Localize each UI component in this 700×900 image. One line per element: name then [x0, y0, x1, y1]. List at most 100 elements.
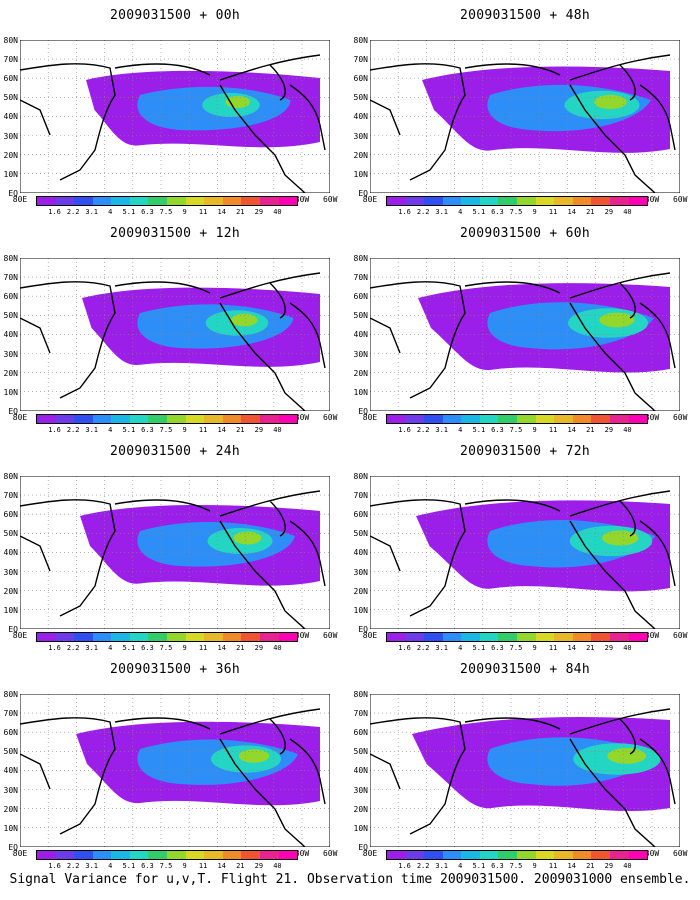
colorbar-label: 21	[586, 862, 595, 870]
latitude-label: 80N	[3, 472, 18, 481]
colorbar-swatch	[479, 851, 499, 859]
colorbar-swatch	[591, 197, 610, 205]
colorbar-label: 7.5	[159, 862, 173, 870]
colorbar	[386, 632, 648, 642]
colorbar-label: 9	[182, 426, 187, 434]
panel-title: 2009031500 + 60h	[459, 226, 591, 241]
colorbar-label: 1.6	[48, 426, 61, 434]
colorbar-swatch	[167, 851, 186, 859]
colorbar-label: 6.3	[491, 862, 504, 870]
longitude-label: 60W	[322, 631, 338, 640]
colorbar-label: 6.3	[491, 426, 504, 434]
colorbar-swatch	[535, 197, 555, 205]
coastline	[369, 708, 676, 848]
longitude-label: 60W	[322, 195, 338, 204]
colorbar-swatch	[74, 415, 93, 423]
colorbar	[36, 196, 298, 206]
variance-map: 80N 70N 60N 50N 40N 30N 20N 10N EQ	[4, 36, 331, 198]
colorbar-label: 5.1	[122, 862, 136, 870]
colorbar-label: 2.2	[416, 208, 430, 216]
colorbar-label: 40	[273, 208, 282, 216]
colorbar-swatch	[204, 415, 223, 423]
colorbar-label: 9	[182, 208, 187, 216]
latitude-label: EQ	[358, 842, 368, 852]
colorbar-label: 2.2	[416, 426, 430, 434]
colorbar-label: 1.6	[398, 208, 411, 216]
colorbar-swatch	[129, 415, 149, 423]
colorbar-swatch	[37, 197, 56, 205]
latitude-label: 50N	[353, 529, 368, 539]
colorbar-swatch	[241, 851, 260, 859]
longitude-label: 80E	[12, 631, 28, 640]
colorbar-swatch	[148, 197, 168, 205]
colorbar-label: 7.5	[509, 426, 523, 434]
colorbar-swatch	[278, 851, 298, 859]
colorbar-label: 40	[623, 644, 632, 652]
colorbar-swatch	[241, 633, 260, 641]
latitude-label: 70N	[3, 709, 18, 719]
colorbar-swatch	[517, 197, 536, 205]
map-panel: 2009031500 + 24h 80N 70N 60N 50N 40N 30N 20N 10N…	[0, 436, 350, 654]
colorbar-swatch	[222, 633, 242, 641]
longitude-label: 80E	[12, 413, 28, 422]
colorbar-swatch	[535, 415, 555, 423]
colorbar-swatch	[498, 851, 518, 859]
colorbar-label: 5.1	[122, 426, 136, 434]
latitude-label: 30N	[353, 131, 368, 141]
latitude-label: 60N	[353, 292, 368, 302]
colorbar-label: 40	[273, 426, 282, 434]
map-plot	[19, 39, 331, 194]
latitude-label: EQ	[8, 842, 18, 852]
colorbar-swatch	[628, 197, 648, 205]
map-plot	[19, 693, 331, 848]
variance-field	[602, 530, 639, 546]
colorbar-swatch	[387, 197, 406, 205]
latitude-label: 70N	[3, 273, 18, 283]
coastline	[369, 490, 676, 630]
panel-title: 2009031500 + 36h	[109, 662, 241, 677]
colorbar-swatch	[259, 633, 279, 641]
variance-field	[225, 95, 250, 109]
colorbar	[386, 414, 648, 424]
map-panel: 2009031500 + 48h 80N 70N 60N 50N 40N 30N 20N 10N…	[350, 0, 700, 218]
colorbar-label: 6.3	[141, 862, 154, 870]
latitude-label: 40N	[3, 766, 18, 776]
latitude-label: 30N	[353, 567, 368, 577]
colorbar-swatch	[405, 415, 425, 423]
coastline	[19, 490, 326, 630]
colorbar-label: 14	[567, 644, 576, 652]
colorbar-label: 6.3	[141, 426, 154, 434]
colorbar-label: 2.2	[66, 426, 80, 434]
colorbar-swatch	[55, 415, 75, 423]
colorbar-label: 14	[217, 862, 226, 870]
longitude-label: 80E	[12, 849, 28, 858]
colorbar-swatch	[479, 633, 499, 641]
latitude-label: 20N	[353, 150, 368, 160]
colorbar-swatch	[222, 197, 242, 205]
latitude-label: 40N	[353, 112, 368, 122]
colorbar-label: 9	[532, 644, 537, 652]
colorbar-swatch	[129, 197, 149, 205]
colorbar	[36, 850, 298, 860]
longitude-label: 80E	[362, 195, 378, 204]
latitude-label: 10N	[3, 387, 18, 397]
longitude-label: 60W	[322, 849, 338, 858]
longitude-label: 80W	[644, 413, 660, 422]
colorbar-swatch	[554, 197, 573, 205]
colorbar-swatch	[572, 851, 592, 859]
colorbar-swatch	[628, 633, 648, 641]
colorbar-label: 1.6	[48, 208, 61, 216]
variance-map: 80N 70N 60N 50N 40N 30N 20N 10N EQ	[4, 254, 331, 416]
map-panel: 2009031500 + 00h 80N 70N 60N 50N 40N 30N 20N 10N…	[0, 0, 350, 218]
variance-map: 80N 70N 60N 50N 40N 30N 20N 10N EQ	[354, 254, 681, 416]
latitude-label: 80N	[353, 254, 368, 263]
latitude-label: 60N	[353, 74, 368, 84]
colorbar-swatch	[572, 415, 592, 423]
colorbar-label: 9	[182, 644, 187, 652]
colorbar-label: 29	[604, 862, 614, 870]
colorbar-swatch	[148, 633, 168, 641]
colorbar-label: 21	[586, 208, 595, 216]
longitude-label: 80E	[362, 413, 378, 422]
colorbar-swatch	[387, 633, 406, 641]
colorbar-swatch	[92, 197, 112, 205]
